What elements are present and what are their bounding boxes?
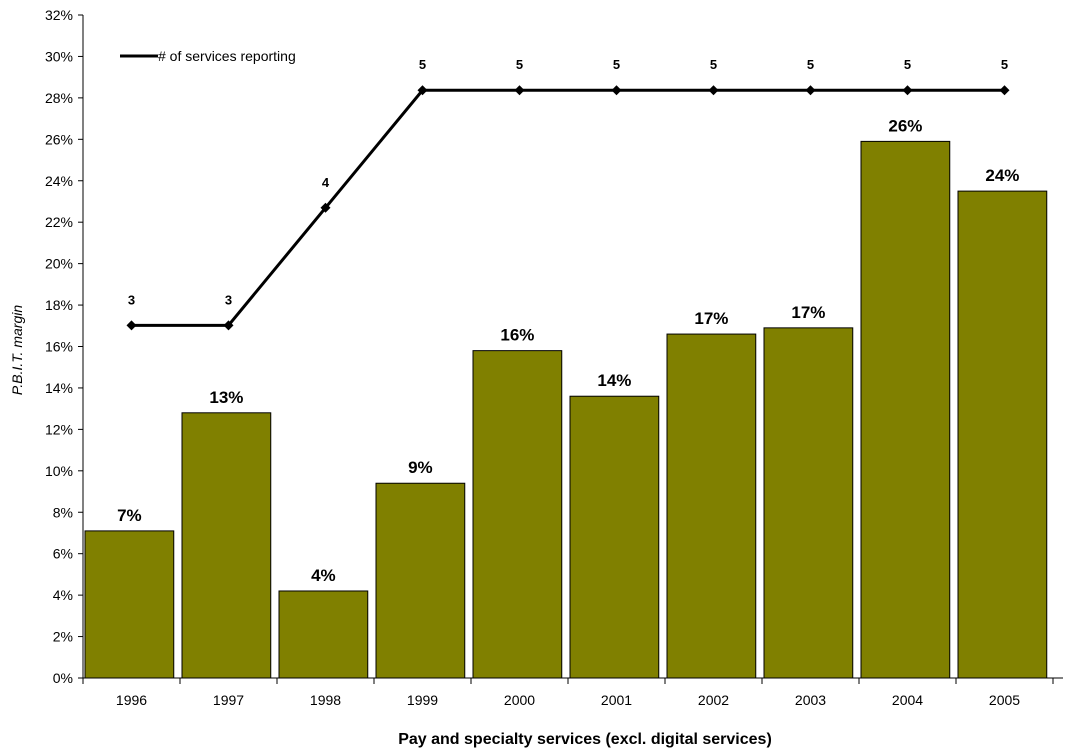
line-point-label-2003: 5: [807, 57, 814, 72]
line-point-label-2005: 5: [1001, 57, 1008, 72]
bar-2001: [569, 395, 660, 679]
bar-1997: [181, 412, 272, 679]
bar-2003: [763, 327, 854, 679]
y-tick-label: 0%: [53, 670, 73, 686]
y-tick-label: 12%: [45, 421, 73, 437]
y-tick-label: 30%: [45, 48, 73, 64]
bar-2005: [957, 190, 1048, 679]
line-point-label-2000: 5: [516, 57, 523, 72]
x-tick-label-1998: 1998: [310, 692, 341, 708]
line-series-group: 3 3 4 5 5 5 5 5 5 5: [126, 57, 1010, 331]
bar-label-1997: 13%: [209, 388, 243, 407]
x-tick-label-2005: 2005: [989, 692, 1020, 708]
bar-label-1999: 9%: [408, 458, 433, 477]
line-point-label-2002: 5: [710, 57, 717, 72]
y-tick-label: 28%: [45, 90, 73, 106]
x-tick-label-2002: 2002: [698, 692, 729, 708]
line-point-label-2001: 5: [613, 57, 620, 72]
y-tick-label: 18%: [45, 297, 73, 313]
bars-group: [84, 140, 1048, 679]
bar-2004: [860, 140, 951, 679]
bar-label-2000: 16%: [500, 326, 534, 345]
y-tick-label: 4%: [53, 587, 73, 603]
y-tick-label: 10%: [45, 463, 73, 479]
line-point-2003: [805, 85, 816, 96]
axes-group: 0% 2% 4% 6% 8% 10% 12% 14% 16% 18% 20% 22% 24% 26% 28%…: [45, 7, 1063, 708]
bar-1998: [278, 590, 369, 679]
line-services-reporting: [131, 88, 1005, 327]
bar-label-2005: 24%: [985, 166, 1019, 185]
line-point-label-1997: 3: [225, 292, 232, 307]
x-tick-label-2004: 2004: [892, 692, 923, 708]
line-point-1996: [126, 320, 137, 331]
bar-label-2003: 17%: [791, 303, 825, 322]
y-tick-label: 2%: [53, 629, 73, 645]
line-point-2004: [902, 85, 913, 96]
x-tick-label-1996: 1996: [116, 692, 147, 708]
x-axis-label: Pay and specialty services (excl. digita…: [398, 731, 772, 748]
bar-2002: [666, 333, 757, 679]
bar-labels-group: 7% 13% 4% 9% 16% 14% 17% 17% 26% 24%: [117, 116, 1019, 585]
line-point-2000: [514, 85, 525, 96]
x-tick-label-2003: 2003: [795, 692, 826, 708]
y-tick-label: 14%: [45, 380, 73, 396]
bar-label-2004: 26%: [888, 116, 922, 135]
y-axis-label: P.B.I.T. margin: [9, 305, 25, 395]
bar-label-2002: 17%: [694, 309, 728, 328]
bar-label-1998: 4%: [311, 566, 336, 585]
line-point-1998: [320, 202, 331, 213]
line-point-label-1999: 5: [419, 57, 426, 72]
y-tick-label: 16%: [45, 339, 73, 355]
bar-1996: [84, 530, 175, 679]
line-point-2001: [611, 85, 622, 96]
x-tick-label-1999: 1999: [407, 692, 438, 708]
x-tick-label-1997: 1997: [213, 692, 244, 708]
bar-label-1996: 7%: [117, 506, 142, 525]
line-point-2005: [999, 85, 1010, 96]
y-tick-label: 8%: [53, 504, 73, 520]
y-tick-label: 32%: [45, 7, 73, 23]
y-tick-label: 22%: [45, 214, 73, 230]
y-tick-label: 6%: [53, 546, 73, 562]
x-tick-label-2001: 2001: [601, 692, 632, 708]
bar-2000: [472, 350, 563, 679]
line-point-label-1996: 3: [128, 292, 135, 307]
bar-label-2001: 14%: [597, 371, 631, 390]
line-point-1997: [223, 320, 234, 331]
legend-label: # of services reporting: [158, 48, 296, 64]
line-point-2002: [708, 85, 719, 96]
legend: # of services reporting: [120, 48, 296, 64]
bar-1999: [375, 482, 466, 679]
line-point-1999: [417, 85, 428, 96]
x-tick-label-2000: 2000: [504, 692, 535, 708]
y-tick-label: 26%: [45, 131, 73, 147]
line-point-label-2004: 5: [904, 57, 911, 72]
y-tick-label: 24%: [45, 173, 73, 189]
line-point-label-1998: 4: [322, 175, 330, 190]
y-tick-label: 20%: [45, 256, 73, 272]
